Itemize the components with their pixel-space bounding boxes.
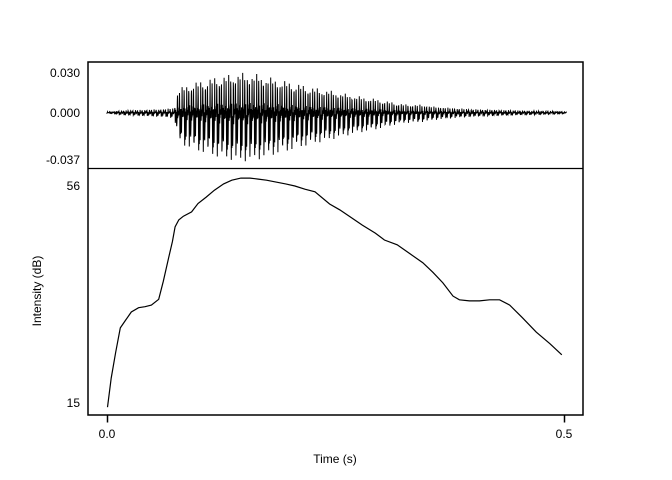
x-tick-label-left: 0.0 — [98, 427, 116, 441]
plot-frame — [87, 61, 584, 416]
intensity-max-label: 56 — [66, 179, 80, 193]
intensity-min-label: 15 — [66, 396, 80, 410]
intensity-curve — [106, 177, 563, 408]
waveform-min-label: -0.037 — [45, 153, 80, 167]
waveform-trace — [106, 72, 567, 162]
x-axis-title: Time (s) — [313, 452, 357, 466]
x-tick-label-right: 0.5 — [555, 427, 573, 441]
intensity-axis-title: Intensity (dB) — [30, 255, 44, 327]
waveform-zero-label: 0.000 — [49, 106, 80, 120]
waveform-max-label: 0.030 — [49, 66, 80, 80]
